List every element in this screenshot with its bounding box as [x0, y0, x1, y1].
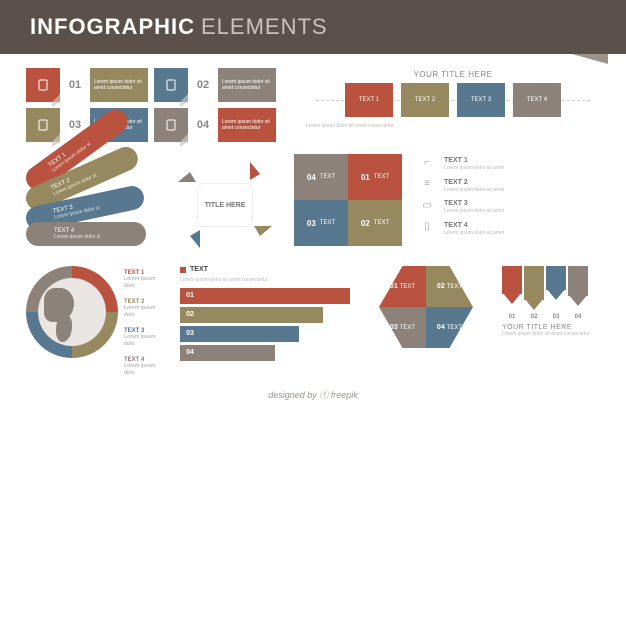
tile-text: Lorem ipsum dolor sit amet consectetur — [90, 68, 148, 102]
puzzle-piece: 01TEXT — [348, 154, 402, 200]
timeline-box: TEXT 1 — [345, 83, 393, 117]
hex-segment: 01TEXT — [379, 266, 426, 307]
tile-icon — [154, 68, 188, 102]
header-subtitle: ELEMENTS — [201, 14, 328, 40]
header-title: INFOGRAPHIC — [30, 14, 195, 40]
globe-label: TEXT 3Lorem ipsum dolo — [124, 328, 166, 347]
header-banner: INFOGRAPHIC ELEMENTS — [0, 0, 626, 54]
device-icon: ▯ — [416, 219, 438, 235]
hbars-title: TEXT — [190, 266, 208, 273]
device-icon: ▭ — [416, 197, 438, 213]
arrow-number: 04 — [568, 314, 588, 320]
hbar-row: 04 — [180, 345, 350, 361]
hbar-row: 02 — [180, 307, 350, 323]
timeline-lorem: Lorem ipsum dolor sit amet consectetur — [306, 123, 600, 130]
device-list: ⌐TEXT 1Lorem ipsum dolor sit amet ≡TEXT 2… — [416, 154, 600, 254]
arrow-number: 02 — [524, 314, 544, 320]
timeline: YOUR TITLE HERE TEXT 1TEXT 2TEXT 3TEXT 4… — [306, 68, 600, 142]
tile-icon — [26, 68, 60, 102]
hex-segment: 04TEXT — [426, 307, 473, 348]
cycle-label: 01 TEXT — [216, 156, 241, 163]
cycle-label: 04 TEXT — [170, 198, 195, 205]
globe-chart: TEXT 1Lorem ipsum dolo TEXT 2Lorem ipsum … — [26, 266, 166, 376]
device-icon: ≡ — [416, 176, 438, 192]
tile-text: Lorem ipsum dolor sit amet consectetur — [218, 108, 276, 142]
tile-icon — [26, 108, 60, 142]
puzzle-piece: 04TEXT — [294, 154, 348, 200]
hbars-lorem: Lorem ipsum dolor sit amet consectetur — [180, 277, 350, 284]
timeline-box: TEXT 3 — [457, 83, 505, 117]
cycle-center: TITLE HERE — [198, 184, 252, 226]
device-icon: ⌐ — [416, 154, 438, 170]
globe-label: TEXT 4Lorem ipsum dolo — [124, 357, 166, 376]
fan-blade: TEXT 4Lorem ipsum dolor si — [26, 222, 146, 246]
tile-number: 02 — [192, 68, 214, 102]
device-item: ≡TEXT 2Lorem ipsum dolor sit amet — [416, 176, 600, 194]
tile-text: Lorem ipsum dolor sit amet consectetur — [218, 68, 276, 102]
puzzle-grid: 04TEXT01TEXT03TEXT02TEXT — [294, 154, 402, 254]
footer-credit: designed by ⓕ freepik — [26, 388, 600, 401]
timeline-title: YOUR TITLE HERE — [306, 70, 600, 79]
timeline-box: TEXT 2 — [401, 83, 449, 117]
icon-tiles: 01Lorem ipsum dolor sit amet consectetur… — [26, 68, 292, 142]
globe-label: TEXT 1Lorem ipsum dolo — [124, 270, 166, 289]
ribbon-notch — [614, 0, 626, 54]
arrow-bar — [568, 266, 588, 306]
globe-inner — [38, 278, 106, 346]
arrow-bar — [546, 266, 566, 300]
hex-segment: 02TEXT — [426, 266, 473, 307]
puzzle-piece: 02TEXT — [348, 200, 402, 246]
horizontal-bars: TEXT Lorem ipsum dolor sit amet consecte… — [180, 266, 350, 376]
tile-number: 01 — [64, 68, 86, 102]
arrow-chart: 01020304 YOUR TITLE HERE Lorem ipsum dol… — [502, 266, 600, 376]
puzzle-piece: 03TEXT — [294, 200, 348, 246]
arrow-bar — [524, 266, 544, 310]
device-item: ▯TEXT 4Lorem ipsum dolor sit amet — [416, 219, 600, 237]
arrows-lorem: Lorem ipsum dolor sit amet consectetur — [502, 331, 600, 338]
device-item: ⌐TEXT 1Lorem ipsum dolor sit amet — [416, 154, 600, 172]
arrow-number: 01 — [502, 314, 522, 320]
hbar-row: 01 — [180, 288, 350, 304]
arrows-title: YOUR TITLE HERE — [502, 324, 600, 331]
arrow-bar — [502, 266, 522, 304]
tile-number: 04 — [192, 108, 214, 142]
tile-icon — [154, 108, 188, 142]
hbar-row: 03 — [180, 326, 350, 342]
timeline-box: TEXT 4 — [513, 83, 561, 117]
cycle-label: 02 TEXT — [258, 198, 283, 205]
hex-segment: 03TEXT — [379, 307, 426, 348]
fan-chart: TEXT 1Lorem ipsum dolor siTEXT 2Lorem ip… — [26, 154, 156, 254]
globe-label: TEXT 2Lorem ipsum dolo — [124, 299, 166, 318]
cycle-diagram: TITLE HERE 01 TEXT 02 TEXT 03 TEXT 04 TEXT — [170, 154, 280, 254]
cycle-label: 03 TEXT — [210, 244, 235, 251]
hexagon-chart: 01TEXT02TEXT03TEXT04TEXT — [364, 266, 488, 376]
device-item: ▭TEXT 3Lorem ipsum dolor sit amet — [416, 197, 600, 215]
arrow-number: 03 — [546, 314, 566, 320]
